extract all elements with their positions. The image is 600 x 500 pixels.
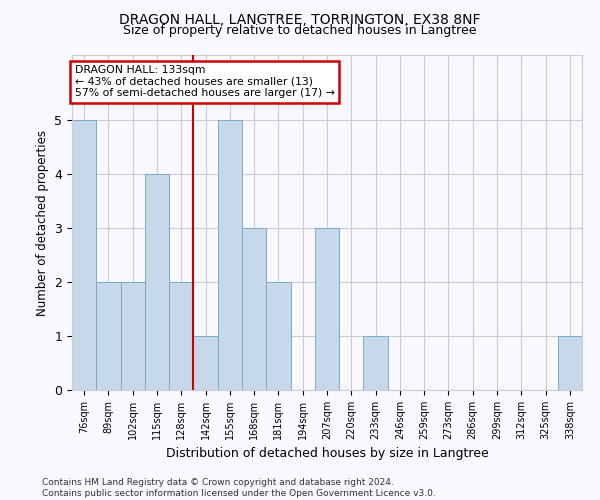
Bar [218, 120, 242, 390]
Text: DRAGON HALL: 133sqm
← 43% of detached houses are smaller (13)
57% of semi-detach: DRAGON HALL: 133sqm ← 43% of detached ho… [74, 65, 334, 98]
Bar [169, 282, 193, 390]
Bar [72, 120, 96, 390]
Text: DRAGON HALL, LANGTREE, TORRINGTON, EX38 8NF: DRAGON HALL, LANGTREE, TORRINGTON, EX38 … [119, 12, 481, 26]
Bar [145, 174, 169, 390]
Bar [121, 282, 145, 390]
Text: Contains HM Land Registry data © Crown copyright and database right 2024.
Contai: Contains HM Land Registry data © Crown c… [42, 478, 436, 498]
Text: Size of property relative to detached houses in Langtree: Size of property relative to detached ho… [123, 24, 477, 37]
Bar [558, 336, 582, 390]
Bar [266, 282, 290, 390]
X-axis label: Distribution of detached houses by size in Langtree: Distribution of detached houses by size … [166, 448, 488, 460]
Bar [364, 336, 388, 390]
Bar [315, 228, 339, 390]
Y-axis label: Number of detached properties: Number of detached properties [36, 130, 49, 316]
Bar [242, 228, 266, 390]
Bar [96, 282, 121, 390]
Bar [193, 336, 218, 390]
